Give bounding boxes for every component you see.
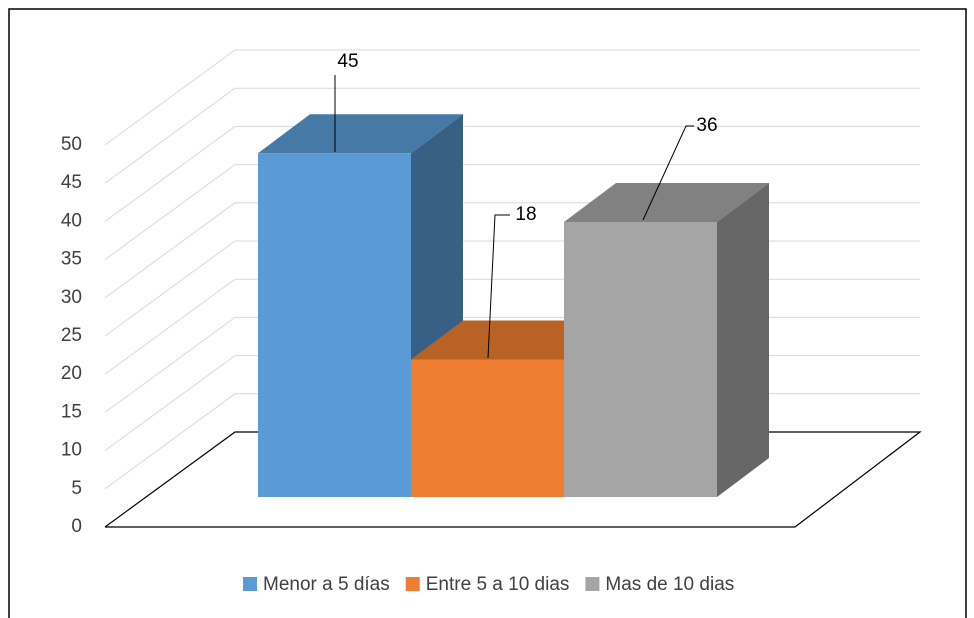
y-tick-label: 50 xyxy=(61,134,82,155)
grid-line xyxy=(104,49,920,146)
leader-line xyxy=(642,125,694,221)
y-tick-label: 25 xyxy=(61,325,82,346)
y-tick-label: 0 xyxy=(71,516,82,537)
bar-top xyxy=(258,114,463,154)
legend-label: Menor a 5 días xyxy=(263,574,390,595)
y-tick-label: 5 xyxy=(71,478,82,499)
bar-top xyxy=(564,182,769,222)
bar xyxy=(411,359,564,497)
bar xyxy=(564,221,717,497)
grid-line xyxy=(104,164,920,261)
frame xyxy=(8,8,967,618)
y-tick-label: 20 xyxy=(61,363,82,384)
y-tick-label: 45 xyxy=(61,172,82,193)
data-label: 45 xyxy=(337,51,358,72)
legend-swatch xyxy=(405,577,420,591)
y-tick-label: 10 xyxy=(61,440,82,461)
legend-swatch xyxy=(243,577,257,591)
bar-side xyxy=(717,182,769,497)
y-tick-label: 30 xyxy=(61,287,82,308)
data-label: 36 xyxy=(696,115,717,136)
y-tick-label: 15 xyxy=(61,401,82,422)
leader-line xyxy=(487,214,510,359)
grid-line xyxy=(104,125,920,222)
y-tick-label: 40 xyxy=(61,210,82,231)
bar xyxy=(258,153,411,497)
data-label: 18 xyxy=(515,204,536,225)
grid-line xyxy=(104,87,920,184)
legend-label: Mas de 10 dias xyxy=(605,574,734,595)
y-tick-label: 35 xyxy=(61,249,82,270)
legend-label: Entre 5 a 10 dias xyxy=(426,574,570,595)
legend-swatch xyxy=(585,577,600,591)
grid-line xyxy=(104,202,920,299)
